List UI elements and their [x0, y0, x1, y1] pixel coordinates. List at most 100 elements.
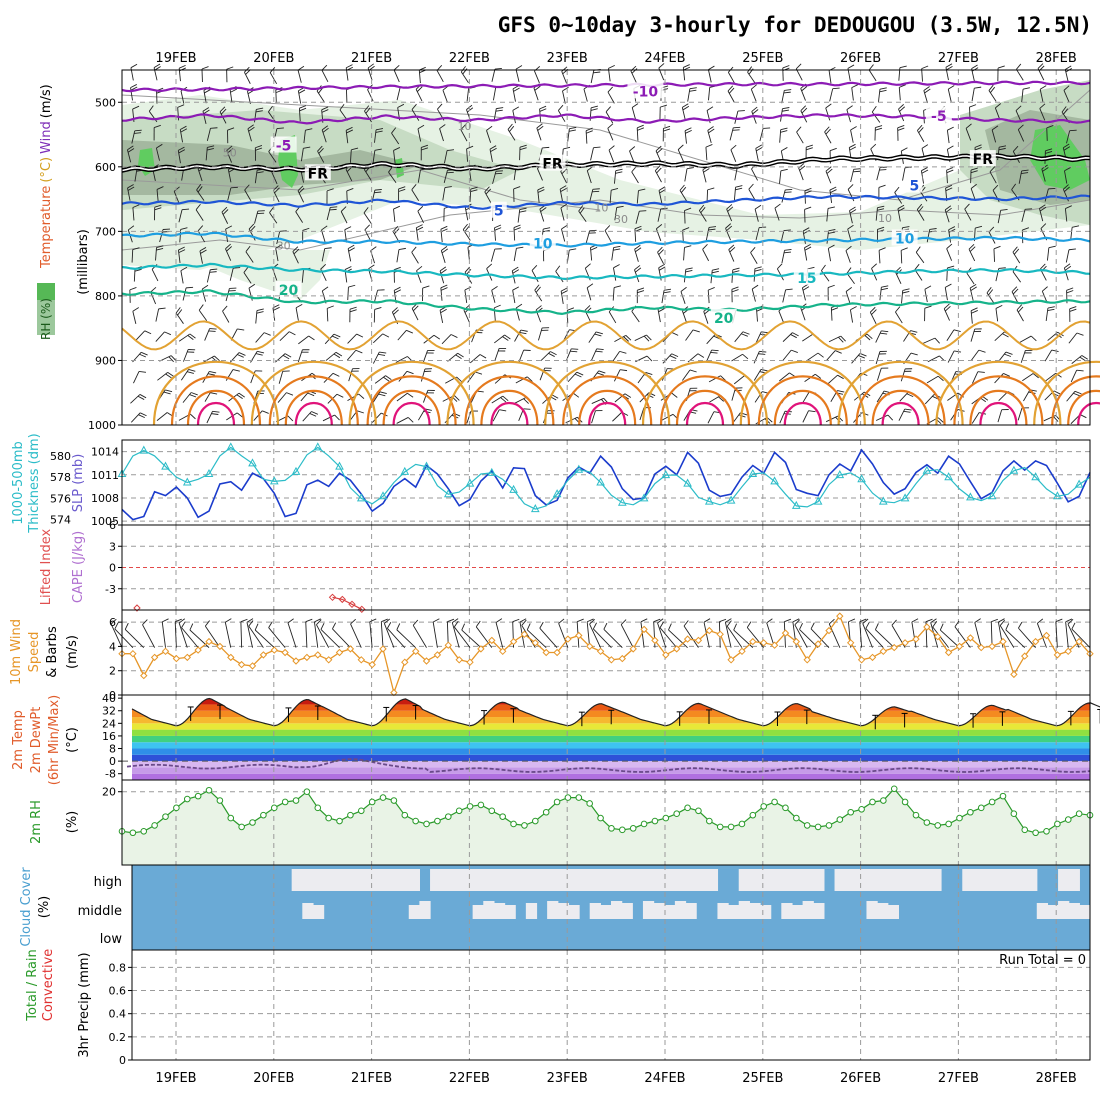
- temperature-contour: [121, 231, 1091, 248]
- wind-barb-feather: [375, 130, 383, 133]
- wind-barb-feather: [512, 618, 520, 623]
- wind-barb-feather: [203, 109, 210, 115]
- thickness-marker: [617, 497, 627, 506]
- wind-barb-feather: [308, 335, 315, 341]
- wind-barb-feather: [998, 618, 1005, 623]
- wind-barb: [605, 111, 614, 124]
- wind-barb: [782, 349, 792, 361]
- wind-speed-marker: [422, 657, 431, 665]
- wind-barb: [1070, 369, 1078, 383]
- wind-barb: [779, 170, 782, 184]
- y-tick-label: 0: [119, 1054, 126, 1067]
- cloud-mid-clear: [738, 901, 750, 919]
- wind-barb: [846, 272, 855, 285]
- low-level-temp-contour: [837, 360, 964, 426]
- wind-barb-feather: [593, 146, 601, 149]
- wind-barb: [707, 411, 715, 424]
- wind-barb-feather: [708, 287, 715, 291]
- wind-barb-feather: [904, 166, 912, 169]
- cloud-high-clear: [440, 869, 452, 891]
- wind-barb-feather: [1017, 306, 1024, 313]
- wind-barb-feather: [550, 351, 557, 356]
- wind-barb-feather: [999, 145, 1007, 148]
- rh2m-marker: [205, 786, 213, 794]
- wind-barb-feather: [804, 246, 812, 251]
- wind-barb-feather: [1064, 263, 1071, 269]
- y-tick-label: 6: [109, 616, 116, 629]
- rh-contour-label: 30: [277, 240, 291, 253]
- wind-barb-feather: [1074, 390, 1082, 395]
- precip-label: Total / Rain: [25, 949, 40, 1022]
- wind-barb: [161, 621, 166, 648]
- rh2m-marker: [629, 825, 637, 832]
- wind-barb-feather: [726, 225, 733, 231]
- thickness-marker: [1009, 465, 1019, 474]
- wind-barb-feather: [871, 263, 877, 269]
- wind-barb-feather: [237, 354, 244, 358]
- wind-barb-feather: [560, 287, 568, 292]
- wind-barb-feather: [656, 167, 662, 174]
- wind-speed-marker: [1064, 647, 1072, 656]
- rh2m-marker: [1021, 826, 1029, 834]
- wind-barb: [608, 149, 615, 163]
- wind-barb-feather: [851, 84, 859, 89]
- wind-barb-feather: [944, 306, 951, 312]
- wind-barb-feather: [346, 64, 353, 69]
- y-axis-label-line: (millibars): [76, 229, 91, 295]
- contour-label-bg: [270, 136, 297, 153]
- wind-barb-feather: [1048, 245, 1056, 249]
- wind-barb-feather: [170, 355, 177, 361]
- cloud-high-clear: [972, 869, 985, 891]
- wind-barb-feather: [110, 618, 117, 625]
- wind-barb: [603, 629, 623, 648]
- wind-barb: [268, 627, 286, 648]
- rh2m-marker: [379, 794, 387, 801]
- wind-barb-feather: [292, 246, 299, 252]
- wind-barb-feather: [1063, 143, 1070, 149]
- wind-barb: [1065, 249, 1070, 263]
- wind-barb-feather: [827, 284, 835, 288]
- wind-barb-feather: [180, 128, 188, 133]
- rh2m-marker: [434, 817, 441, 825]
- wind-barb-feather: [780, 127, 788, 131]
- wind-barb-feather: [570, 350, 578, 353]
- date-label-top: 23FEB: [547, 51, 588, 66]
- wind-barb-feather: [671, 392, 678, 398]
- wind-barb: [754, 208, 759, 222]
- wind-barb-feather: [638, 188, 646, 192]
- wind-barb: [347, 333, 357, 344]
- wind-barb-feather: [866, 333, 873, 340]
- wind-barb: [393, 69, 400, 83]
- low-level-temp-contour: [152, 360, 280, 426]
- wind-barb-feather: [539, 105, 547, 110]
- rh2m-marker: [194, 792, 202, 800]
- wind-barb-feather: [932, 620, 938, 628]
- cloud-high-clear: [568, 869, 580, 891]
- wind-barb-feather: [849, 206, 856, 211]
- wind-speed-marker: [444, 641, 453, 649]
- wind-barb: [613, 267, 617, 281]
- rh2m-marker: [760, 803, 768, 810]
- wind-barb-feather: [356, 333, 364, 338]
- wind-barb-feather: [858, 354, 865, 359]
- wind-barb: [636, 190, 639, 204]
- wind-barb-feather: [726, 620, 732, 627]
- wind-barb: [396, 87, 401, 101]
- rh-legend-box-light: [37, 300, 55, 335]
- wind-barb: [966, 272, 975, 285]
- wind-speed-marker: [140, 671, 148, 680]
- wind-speed-marker: [1020, 652, 1029, 660]
- cloud-high-clear: [674, 869, 687, 891]
- wind-barb-feather: [132, 105, 140, 110]
- wind-barb: [612, 411, 623, 422]
- wind-barb-feather: [903, 410, 911, 413]
- wind-barb-feather: [910, 330, 918, 333]
- wind-barb-feather: [719, 618, 727, 623]
- wind-barb-feather: [754, 268, 762, 272]
- wind-barb-feather: [766, 618, 773, 624]
- wind-barb-feather: [519, 144, 527, 148]
- wind-barb-feather: [865, 622, 870, 629]
- wind-barb-feather: [993, 245, 1001, 250]
- wind-barb-feather: [750, 246, 756, 253]
